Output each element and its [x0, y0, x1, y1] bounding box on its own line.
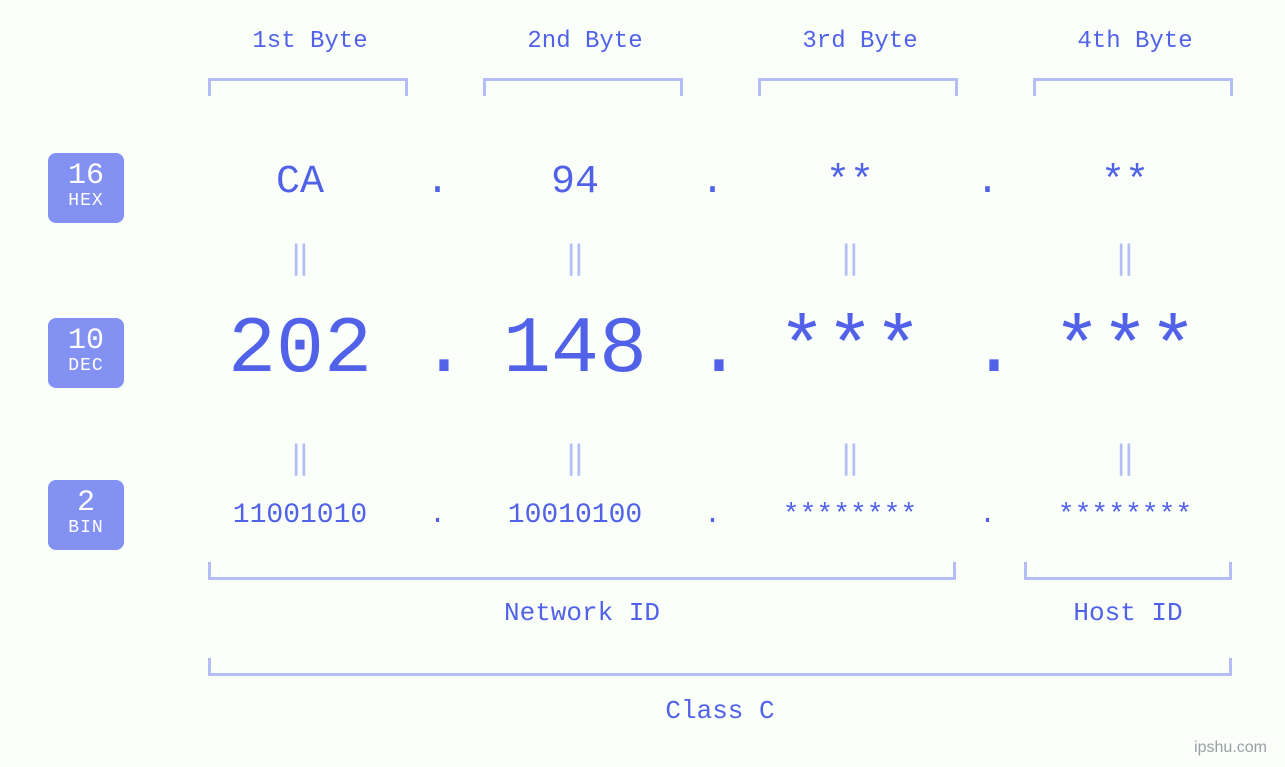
- byte-header-2: 2nd Byte: [465, 28, 705, 55]
- base-num-bin: 2: [48, 488, 124, 518]
- label-host-id: Host ID: [1024, 598, 1232, 628]
- bin-byte-1: 11001010: [180, 500, 420, 531]
- label-network-id: Network ID: [208, 598, 956, 628]
- dot: .: [970, 305, 1005, 396]
- bracket-top-3: [758, 78, 958, 96]
- dot: .: [970, 160, 1005, 205]
- bracket-top-1: [208, 78, 408, 96]
- equals-icon: ‖: [1005, 238, 1245, 278]
- base-label-dec: DEC: [48, 356, 124, 378]
- hex-byte-3: **: [730, 160, 970, 205]
- dot: .: [420, 305, 455, 396]
- bin-byte-3: ********: [730, 500, 970, 531]
- dot: .: [420, 160, 455, 205]
- bracket-class: [208, 658, 1232, 676]
- base-num-dec: 10: [48, 326, 124, 356]
- base-badge-hex: 16 HEX: [48, 153, 124, 223]
- ip-diagram: 1st Byte 2nd Byte 3rd Byte 4th Byte 16 H…: [0, 0, 1285, 767]
- bracket-host-id: [1024, 562, 1232, 580]
- base-num-hex: 16: [48, 161, 124, 191]
- dec-byte-3: ***: [730, 305, 970, 396]
- bracket-network-id: [208, 562, 956, 580]
- dec-row: 202 . 148 . *** . ***: [180, 305, 1255, 396]
- bin-byte-4: ********: [1005, 500, 1245, 531]
- base-label-hex: HEX: [48, 191, 124, 213]
- hex-byte-2: 94: [455, 160, 695, 205]
- base-label-bin: BIN: [48, 518, 124, 540]
- equals-icon: ‖: [1005, 438, 1245, 478]
- dot: .: [695, 305, 730, 396]
- bracket-top-4: [1033, 78, 1233, 96]
- equals-icon: ‖: [455, 438, 695, 478]
- dot: .: [420, 500, 455, 531]
- dot: .: [970, 500, 1005, 531]
- byte-header-4: 4th Byte: [1015, 28, 1255, 55]
- equals-row-1: ‖ ‖ ‖ ‖: [180, 238, 1255, 278]
- equals-row-2: ‖ ‖ ‖ ‖: [180, 438, 1255, 478]
- base-badge-bin: 2 BIN: [48, 480, 124, 550]
- dot: .: [695, 160, 730, 205]
- equals-icon: ‖: [730, 438, 970, 478]
- dec-byte-4: ***: [1005, 305, 1245, 396]
- dot: .: [695, 500, 730, 531]
- dec-byte-2: 148: [455, 305, 695, 396]
- byte-header-1: 1st Byte: [190, 28, 430, 55]
- label-class: Class C: [208, 696, 1232, 726]
- hex-byte-4: **: [1005, 160, 1245, 205]
- base-badge-dec: 10 DEC: [48, 318, 124, 388]
- bracket-top-2: [483, 78, 683, 96]
- bin-byte-2: 10010100: [455, 500, 695, 531]
- bin-row: 11001010 . 10010100 . ******** . *******…: [180, 500, 1255, 531]
- hex-byte-1: CA: [180, 160, 420, 205]
- byte-header-3: 3rd Byte: [740, 28, 980, 55]
- watermark: ipshu.com: [1194, 739, 1267, 757]
- hex-row: CA . 94 . ** . **: [180, 160, 1255, 205]
- equals-icon: ‖: [455, 238, 695, 278]
- dec-byte-1: 202: [180, 305, 420, 396]
- equals-icon: ‖: [730, 238, 970, 278]
- equals-icon: ‖: [180, 238, 420, 278]
- equals-icon: ‖: [180, 438, 420, 478]
